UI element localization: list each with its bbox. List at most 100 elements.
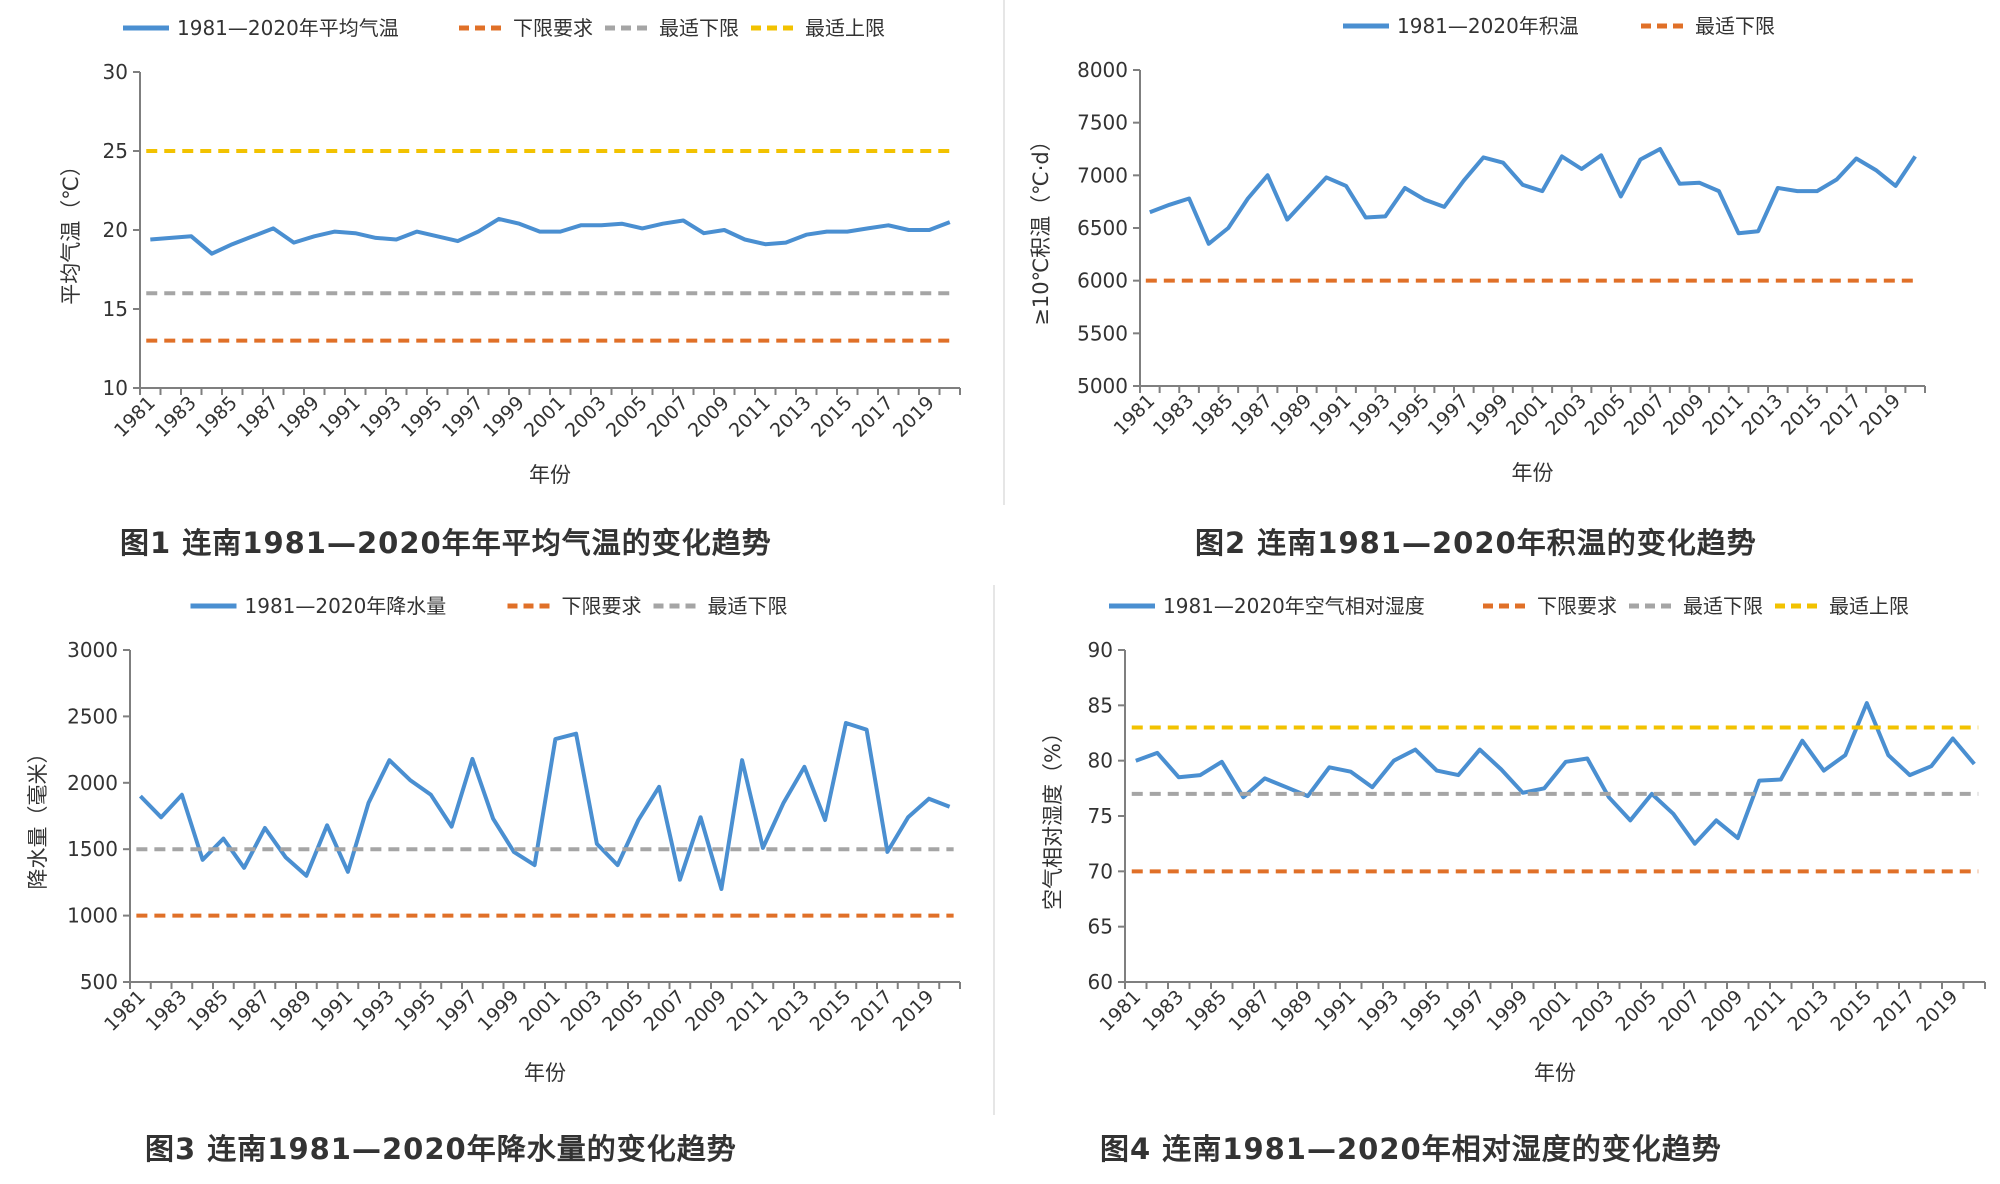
chart-4-x-tick-label: 2013 [1784, 986, 1834, 1036]
vertical-divider-top [1003, 0, 1005, 505]
chart-1-x-tick-label: 2007 [643, 392, 693, 442]
vertical-divider-bottom [993, 585, 995, 1115]
chart-4-y-tick-label: 80 [1088, 749, 1113, 773]
chart-1-y-tick-label: 30 [103, 60, 128, 84]
chart-1-x-tick-label: 2015 [807, 392, 857, 442]
chart-4-x-axis-label: 年份 [1534, 1061, 1576, 1085]
chart-3-x-axis-label: 年份 [524, 1061, 566, 1085]
chart-1-x-tick-label: 1995 [397, 392, 447, 442]
chart-3-x-tick-label: 2015 [806, 986, 856, 1036]
chart-1-legend-label: 1981—2020年平均气温 [177, 16, 399, 40]
chart-3-legend-label: 最适下限 [708, 594, 788, 618]
chart-2-legend-label: 1981—2020年积温 [1397, 14, 1579, 38]
chart-3-y-tick-label: 3000 [67, 638, 118, 662]
chart-2-x-tick-label: 1995 [1384, 390, 1434, 440]
chart-4-x-tick-label: 1991 [1311, 986, 1361, 1036]
chart-4-x-tick-label: 1993 [1354, 986, 1404, 1036]
chart-2-y-tick-label: 8000 [1077, 58, 1128, 82]
chart-1-x-tick-label: 2019 [889, 392, 939, 442]
chart-3-x-tick-label: 1991 [308, 986, 358, 1036]
chart-3-x-tick-label: 1987 [225, 986, 275, 1036]
chart-1-svg: 1015202530198119831985198719891991199319… [59, 16, 961, 487]
chart-4-x-tick-label: 2017 [1870, 986, 1920, 1036]
chart-panel-1: 10 15 20 25 30 1981 1983 1985 1987 1989 1991 1993 19… [0, 0, 1000, 580]
chart-4-x-tick-label: 1987 [1225, 986, 1275, 1036]
chart-2-x-tick-label: 1991 [1306, 390, 1356, 440]
chart-2-x-tick-label: 1983 [1149, 390, 1199, 440]
chart-4-x-tick-label: 2003 [1569, 986, 1619, 1036]
chart-2-y-axis-label: ≥10℃积温（℃·d） [1029, 130, 1053, 326]
chart-3-x-tick-label: 2003 [557, 986, 607, 1036]
chart-3-x-tick-label: 2017 [847, 986, 897, 1036]
chart-4-y-tick-label: 85 [1088, 693, 1113, 717]
chart-1-x-tick-label: 1991 [315, 392, 365, 442]
chart-1-y-tick-label: 20 [103, 218, 128, 242]
chart-2-legend: 1981—2020年积温 最适下限 [1343, 14, 1775, 38]
chart-4-legend-label: 最适下限 [1683, 594, 1763, 618]
chart-4-series-1-line [1135, 701, 1976, 846]
chart-2-x-tick-label: 2005 [1581, 390, 1631, 440]
chart-3-y-tick-label: 2500 [67, 704, 118, 728]
chart-panel-4: 60 65 70 75 80 85 90 1981 1983 1985 1987 1989 1991 19… [1000, 580, 2000, 1184]
chart-2-x-tick-label: 1997 [1424, 390, 1474, 440]
chart-2-y-tick-label: 6500 [1077, 216, 1128, 240]
chart-1-x-tick-label: 1999 [479, 392, 529, 442]
chart-3-y-axis-label: 降水量（毫米） [26, 743, 50, 890]
chart-2-x-tick-label: 2019 [1855, 390, 1905, 440]
chart-1-y-tick-label: 15 [103, 297, 128, 321]
chart-4-x-tick-label: 2015 [1827, 986, 1877, 1036]
chart-4-x-tick-label: 1997 [1440, 986, 1490, 1036]
chart-4-y-tick-label: 75 [1088, 804, 1113, 828]
chart-3-legend: 1981—2020年降水量 下限要求 最适下限 [190, 594, 788, 618]
chart-1-y-tick-label: 10 [103, 376, 128, 400]
chart-2-x-tick-label: 2011 [1698, 390, 1748, 440]
chart-4-caption: 图4 连南1981—2020年相对湿度的变化趋势 [1100, 1132, 1722, 1166]
chart-3-x-tick-label: 2019 [889, 986, 939, 1036]
chart-3-x-tick-label: 1995 [391, 986, 441, 1036]
chart-4-y-tick-label: 90 [1088, 638, 1113, 662]
chart-4-x-tick-label: 1999 [1483, 986, 1533, 1036]
chart-3-x-tick-label: 2009 [681, 986, 731, 1036]
chart-1-x-tick-label: 1993 [356, 392, 406, 442]
chart-4-x-tick-label: 2011 [1741, 986, 1791, 1036]
chart-2-y-tick-label: 5000 [1077, 374, 1128, 398]
chart-3-x-tick-label: 1983 [142, 986, 192, 1036]
chart-3-y-tick-label: 1500 [67, 837, 118, 861]
chart-panel-2: 5000 5500 6000 6500 7000 7500 8000 1981 1983 1985… [1000, 0, 2000, 580]
chart-4-legend: 1981—2020年空气相对湿度 下限要求 最适下限 最适上限 [1109, 594, 1909, 618]
chart-2-x-axis-label: 年份 [1512, 461, 1554, 485]
chart-2-caption: 图2 连南1981—2020年积温的变化趋势 [1195, 526, 1757, 560]
chart-4-y-tick-label: 60 [1088, 970, 1113, 994]
chart-1-legend: 1981—2020年平均气温 下限要求 最适下限 最适上限 [123, 16, 885, 40]
chart-2-x-tick-label: 1985 [1188, 390, 1238, 440]
chart-1-x-tick-label: 2017 [848, 392, 898, 442]
chart-2-x-tick-label: 1989 [1267, 390, 1317, 440]
chart-2-x-tick-label: 2003 [1541, 390, 1591, 440]
chart-4-x-tick-label: 2007 [1655, 986, 1705, 1036]
chart-1-x-tick-label: 1987 [233, 392, 283, 442]
chart-4-y-tick-label: 65 [1088, 915, 1113, 939]
chart-3-caption: 图3 连南1981—2020年降水量的变化趋势 [145, 1132, 737, 1166]
chart-4-x-tick-label: 1989 [1268, 986, 1318, 1036]
chart-2-svg: 5000550060006500700075008000198119831985… [1029, 14, 1926, 485]
chart-3-x-tick-label: 2005 [598, 986, 648, 1036]
chart-1-x-axis-label: 年份 [529, 463, 571, 487]
chart-2-x-tick-label: 1999 [1463, 390, 1513, 440]
chart-1-x-tick-label: 2001 [520, 392, 570, 442]
chart-2-x-tick-label: 1987 [1227, 390, 1277, 440]
chart-2-y-tick-label: 7500 [1077, 111, 1128, 135]
chart-4-svg: 6065707580859019811983198519871989199119… [1041, 594, 1986, 1085]
chart-4-y-tick-label: 70 [1088, 859, 1113, 883]
chart-4-x-tick-label: 1983 [1139, 986, 1189, 1036]
chart-1-x-tick-label: 2005 [602, 392, 652, 442]
chart-1-x-tick-label: 1983 [151, 392, 201, 442]
chart-2-legend-label: 最适下限 [1695, 14, 1775, 38]
chart-4-legend-label: 最适上限 [1829, 594, 1909, 618]
chart-2-series-1-line [1149, 147, 1917, 246]
chart-1-legend-label: 下限要求 [513, 16, 593, 40]
chart-3-y-tick-label: 500 [80, 970, 118, 994]
chart-panel-3: 500 1000 1500 2000 2500 3000 1981 1983 1985 1987 1… [0, 580, 1000, 1184]
chart-1-x-tick-label: 1985 [192, 392, 242, 442]
chart-1-caption: 图1 连南1981—2020年年平均气温的变化趋势 [120, 526, 772, 560]
chart-3-x-tick-label: 1993 [349, 986, 399, 1036]
